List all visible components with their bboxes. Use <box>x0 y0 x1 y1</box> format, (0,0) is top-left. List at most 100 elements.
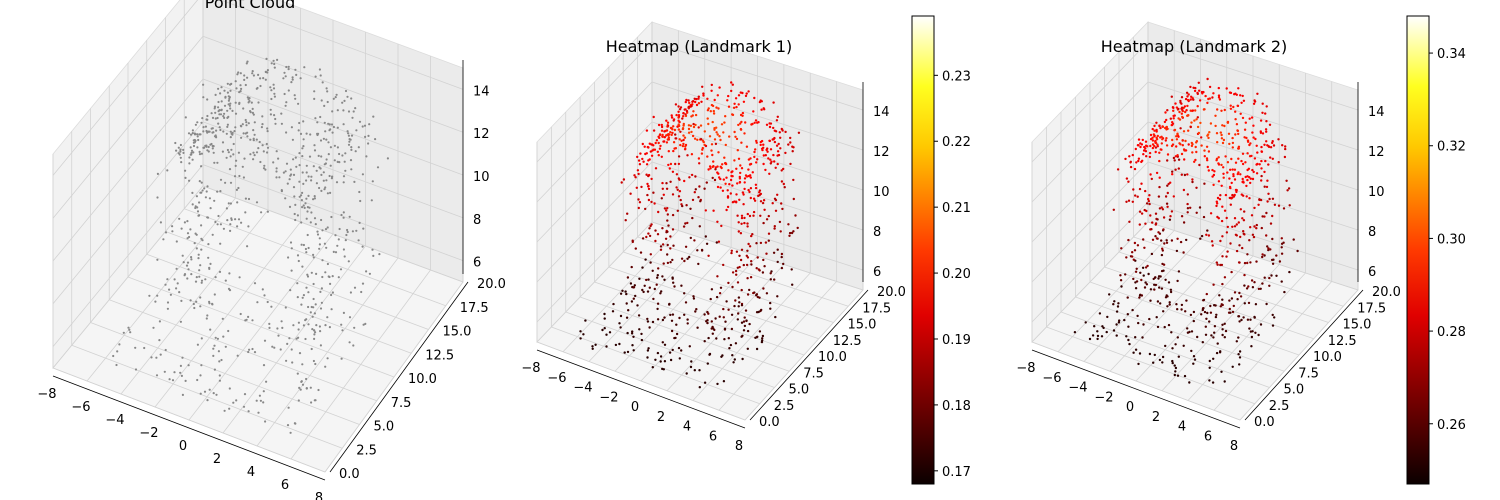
scatter-point <box>1229 203 1233 206</box>
scatter-point <box>1288 270 1291 274</box>
scatter-point <box>302 145 305 148</box>
y-tick-label: 17.5 <box>1357 301 1386 316</box>
scatter-point <box>204 278 207 281</box>
scatter-point <box>1251 233 1255 236</box>
scatter-point <box>1088 337 1092 341</box>
scatter-point <box>656 302 660 305</box>
scatter-point <box>184 379 187 382</box>
scatter-point <box>1231 146 1235 149</box>
scatter-point <box>1151 221 1154 224</box>
scatter-point <box>1147 197 1150 201</box>
scatter-point <box>1171 121 1174 124</box>
scatter-point <box>189 133 193 136</box>
scatter-point <box>694 310 697 313</box>
scatter-point <box>266 146 270 149</box>
scatter-point <box>173 278 176 281</box>
scatter-point <box>358 190 361 194</box>
scatter-point <box>1195 186 1198 189</box>
scatter-point <box>299 77 302 80</box>
scatter-point <box>192 144 196 148</box>
scatter-point <box>197 214 200 217</box>
scatter-point <box>1239 94 1242 97</box>
scatter-point <box>756 256 759 259</box>
scatter-point <box>685 98 688 102</box>
scatter-point <box>246 96 249 99</box>
scatter-point <box>1234 110 1237 113</box>
scatter-point <box>1220 263 1224 267</box>
scatter-point <box>668 167 671 170</box>
scatter-point <box>199 374 202 377</box>
scatter-point <box>683 313 686 316</box>
scatter-point <box>330 123 334 126</box>
scatter-point <box>201 189 204 192</box>
scatter-point <box>648 326 651 329</box>
scatter-point <box>1175 249 1179 253</box>
scatter-point <box>262 390 265 393</box>
scatter-point <box>299 132 303 135</box>
scatter-point <box>1137 321 1140 325</box>
scatter-point <box>171 230 174 233</box>
scatter-point <box>239 84 242 87</box>
scatter-point <box>694 188 697 191</box>
scatter-point <box>654 141 657 145</box>
scatter-point <box>277 334 280 337</box>
scatter-point <box>631 239 634 242</box>
scatter-point <box>1220 137 1224 140</box>
scatter-point <box>1158 207 1162 210</box>
scatter-point <box>349 291 352 294</box>
scatter-point <box>1144 222 1147 225</box>
scatter-point <box>654 358 657 361</box>
chart-title: Heatmap (Landmark 1) <box>606 37 793 56</box>
scatter-point <box>1251 131 1254 134</box>
scatter-point <box>1176 279 1179 283</box>
scatter-point <box>290 348 293 351</box>
scatter-point <box>296 296 299 299</box>
scatter-point <box>330 177 333 180</box>
scatter-point <box>257 101 260 104</box>
scatter-point <box>216 116 219 120</box>
scatter-point <box>696 249 699 252</box>
scatter-point <box>720 123 724 126</box>
scatter-point <box>302 243 305 247</box>
scatter-point <box>118 343 121 346</box>
scatter-point <box>221 141 225 144</box>
scatter-point <box>316 233 320 236</box>
scatter-point <box>229 130 232 133</box>
scatter-point <box>237 151 240 154</box>
scatter-point <box>1260 159 1263 163</box>
scatter-point <box>670 114 673 117</box>
gridline <box>71 344 343 449</box>
scatter-point <box>1182 188 1186 192</box>
scatter-point <box>183 274 186 277</box>
scatter-point <box>1115 310 1119 313</box>
scatter-point <box>752 210 756 214</box>
scatter-point <box>764 168 767 172</box>
scatter-point <box>1163 325 1166 329</box>
scatter-point <box>1171 138 1174 142</box>
scatter-point <box>298 164 301 167</box>
scatter-point <box>746 293 750 296</box>
scatter-point <box>710 149 713 152</box>
scatter-point <box>741 111 745 115</box>
scatter-point <box>266 130 269 133</box>
scatter-point <box>675 323 678 326</box>
scatter-point <box>1265 130 1268 133</box>
scatter-point <box>738 181 741 184</box>
scatter-point <box>693 239 696 242</box>
scatter-point <box>324 186 327 189</box>
scatter-point <box>733 358 736 361</box>
scatter-point <box>1260 167 1263 170</box>
scatter-point <box>1221 282 1224 286</box>
scatter-point <box>266 151 269 154</box>
scatter-point <box>1140 212 1144 215</box>
scatter-point <box>1242 230 1245 233</box>
scatter-point <box>263 294 266 297</box>
scatter-point <box>179 371 182 374</box>
scatter-point <box>310 179 313 182</box>
scatter-point <box>348 140 351 143</box>
scatter-point <box>295 73 298 76</box>
scatter-point <box>723 156 726 159</box>
scatter-point <box>752 110 755 113</box>
scatter-point <box>1192 310 1196 314</box>
scatter-point <box>1196 92 1200 96</box>
